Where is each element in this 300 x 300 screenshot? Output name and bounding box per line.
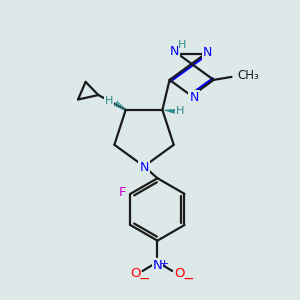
Text: N: N [189,91,199,104]
Text: N: N [140,161,149,174]
Polygon shape [162,109,175,114]
Text: +: + [159,259,169,269]
Text: −: − [182,272,194,286]
Text: H: H [105,96,113,106]
Text: F: F [118,186,126,199]
Text: N: N [153,259,162,272]
Text: N: N [170,45,179,58]
Text: CH₃: CH₃ [237,69,259,82]
Text: H: H [176,106,184,116]
Text: H: H [178,40,186,50]
Text: O: O [174,266,185,280]
Text: −: − [139,272,150,286]
Text: N: N [203,46,212,59]
Text: O: O [130,266,141,280]
